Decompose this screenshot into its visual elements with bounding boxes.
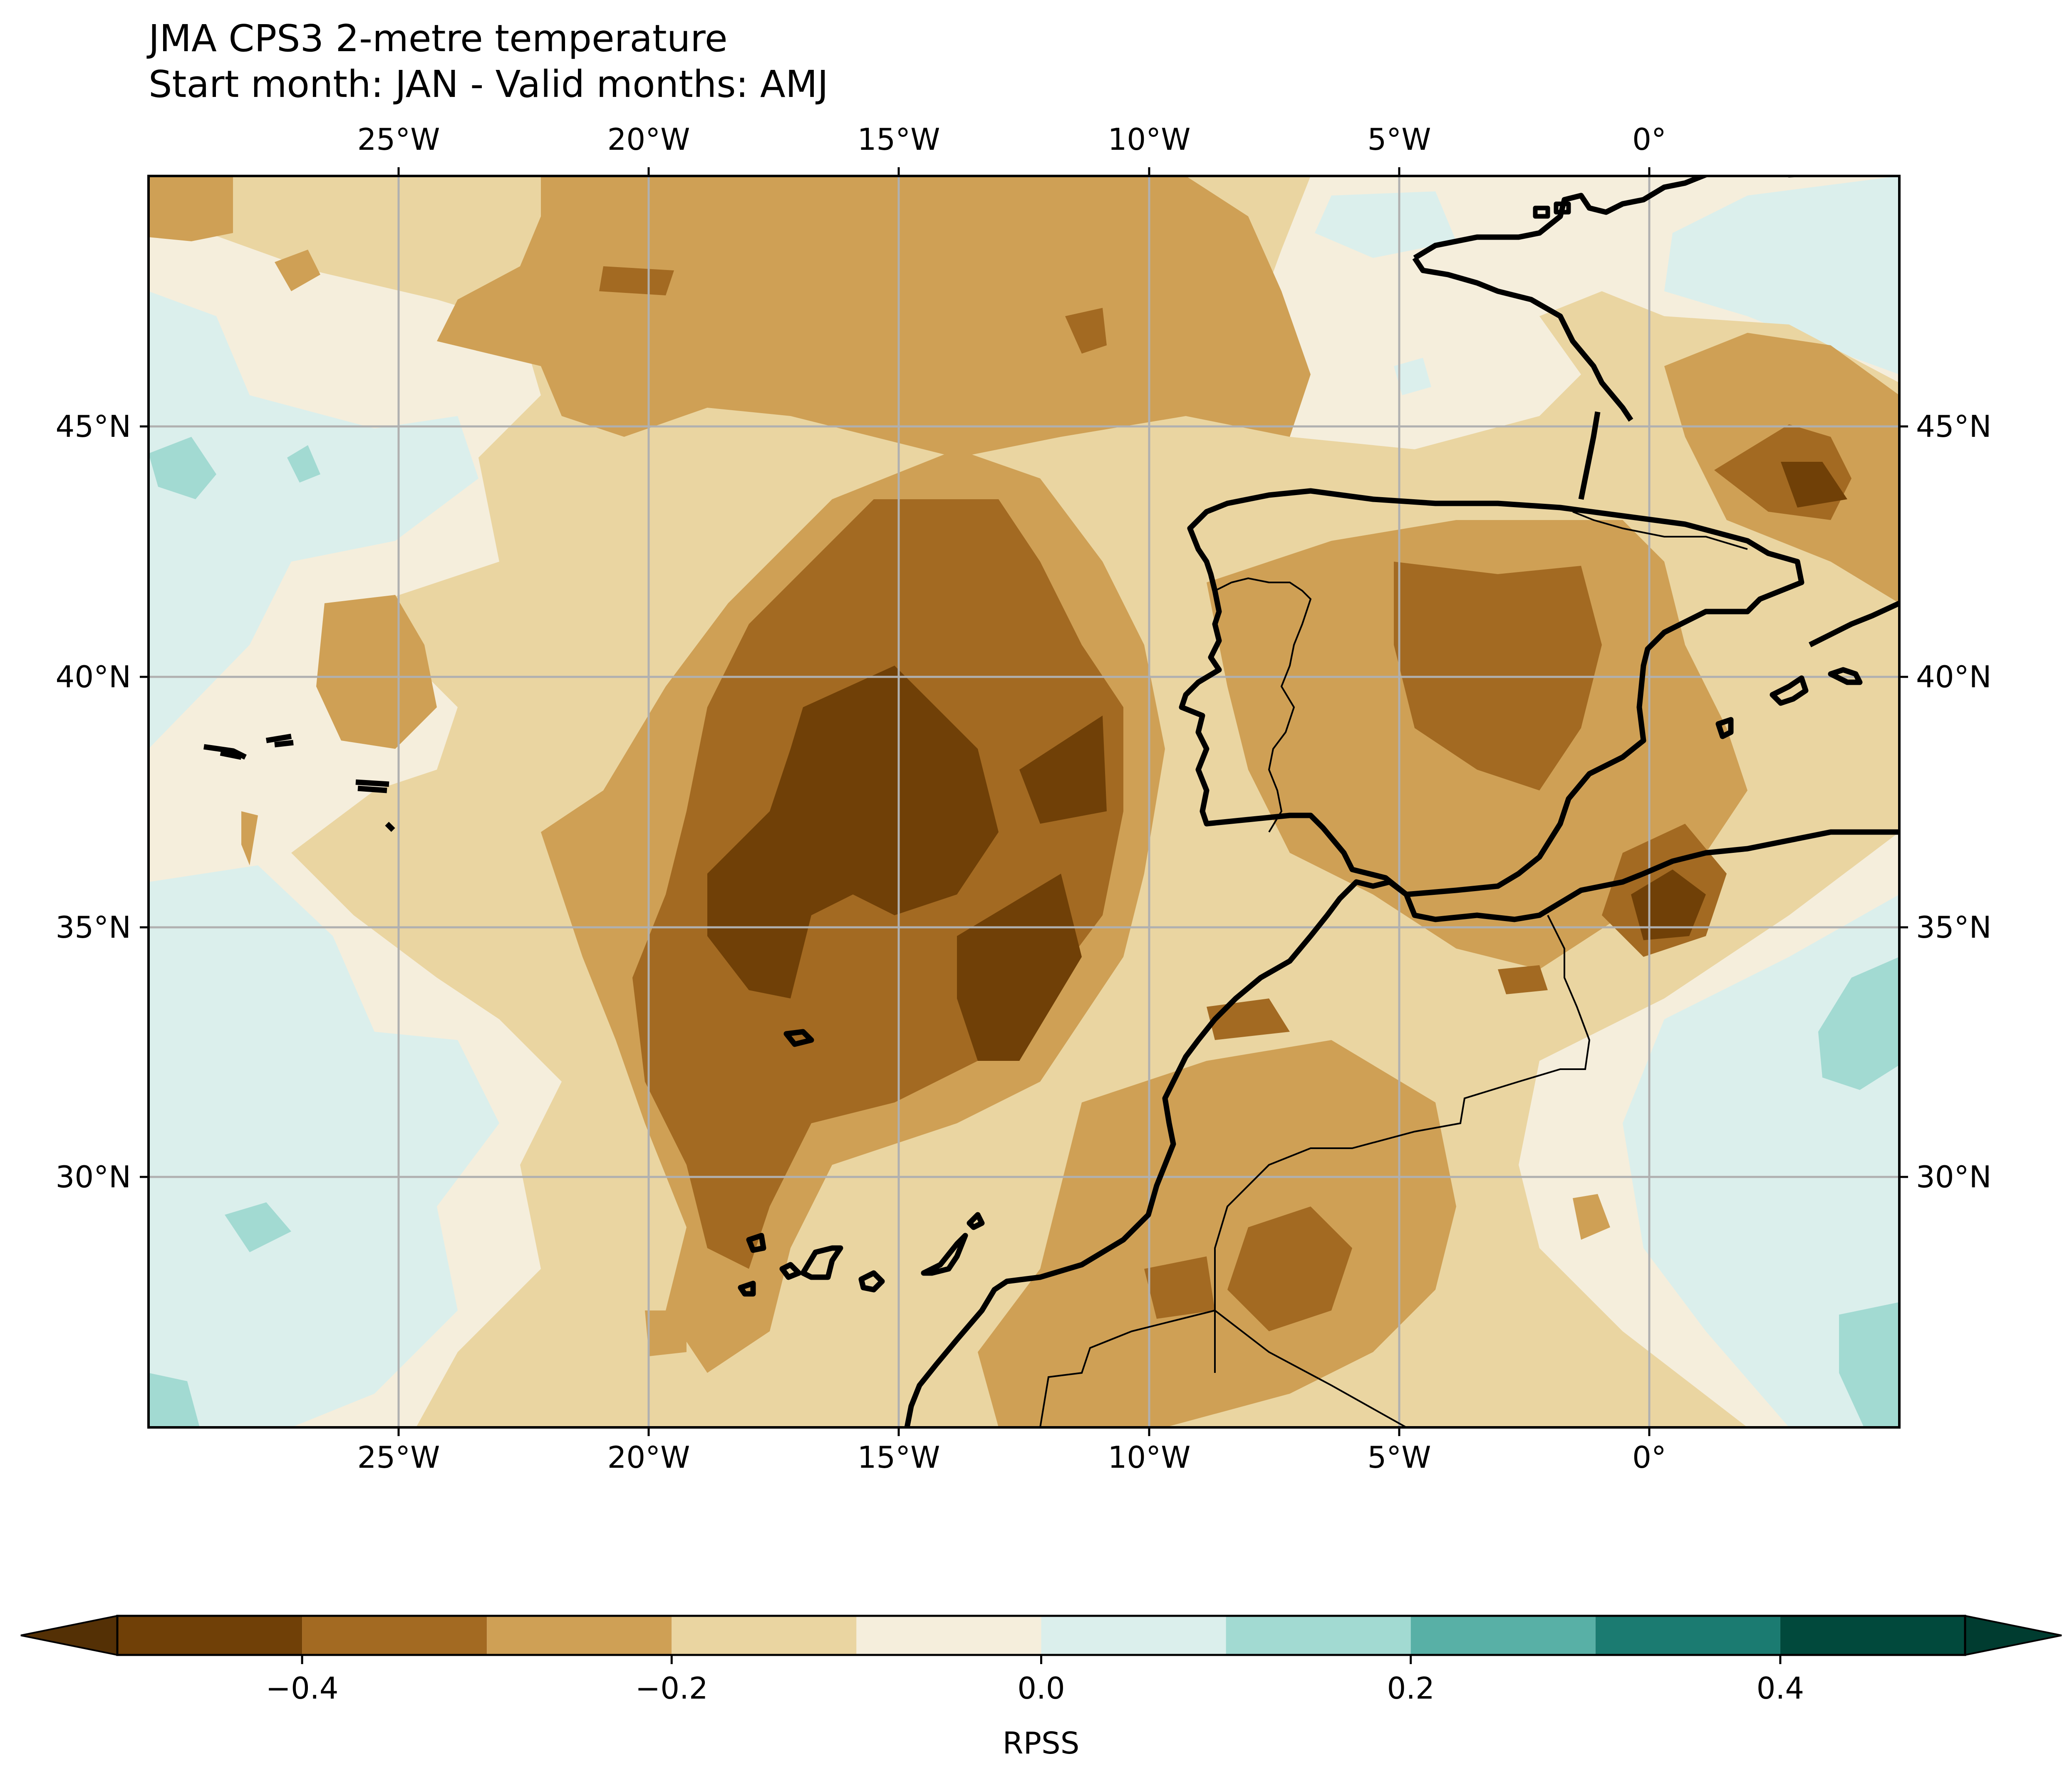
colorbar-cell xyxy=(1595,1616,1780,1655)
lat-label: 40°N xyxy=(56,659,131,694)
map-frame xyxy=(147,175,1901,1429)
colorbar-tick-label: 0.0 xyxy=(1017,1671,1065,1706)
lon-label: 10°W xyxy=(1108,122,1191,157)
lat-labels-left: 45°N 40°N 35°N 30°N xyxy=(56,409,131,1194)
lon-label: 20°W xyxy=(607,1440,690,1475)
colorbar-cell xyxy=(672,1616,857,1655)
lon-label: 0° xyxy=(1632,122,1666,157)
lat-label: 30°N xyxy=(56,1159,131,1194)
lat-label: 45°N xyxy=(1916,409,1991,444)
colorbar-extend-over xyxy=(1964,1615,2062,1656)
colorbar-tick-label: −0.4 xyxy=(266,1671,339,1706)
colorbar-cell xyxy=(1041,1616,1226,1655)
lon-labels-top: 25°W 20°W 15°W 10°W 5°W 0° xyxy=(357,122,1666,157)
lat-labels-right: 45°N 40°N 35°N 30°N xyxy=(1916,409,1991,1194)
colorbar-cell xyxy=(487,1616,672,1655)
colorbar-tick-label: 0.2 xyxy=(1387,1671,1435,1706)
lon-label: 25°W xyxy=(357,1440,440,1475)
lon-label: 20°W xyxy=(607,122,690,157)
lat-label: 35°N xyxy=(56,910,131,945)
lon-label: 5°W xyxy=(1368,122,1431,157)
map-title: JMA CPS3 2-metre temperature xyxy=(149,17,728,60)
colorbar-cell xyxy=(117,1616,302,1655)
colorbar-cell xyxy=(1780,1616,1965,1655)
lon-label: 15°W xyxy=(858,1440,940,1475)
rpss-level-0.1-to-0.2 xyxy=(149,437,1899,1427)
lat-label: 40°N xyxy=(1916,659,1991,694)
colorbar-tick-label: −0.2 xyxy=(635,1671,708,1706)
lat-label: 35°N xyxy=(1916,910,1991,945)
colorbar-label: RPSS xyxy=(1003,1726,1080,1761)
country-borders xyxy=(1039,511,1748,1427)
gridlines xyxy=(149,176,1899,1427)
colorbar-cell xyxy=(856,1616,1041,1655)
axis-ticks xyxy=(140,167,1908,1436)
colorbar-extend-under xyxy=(20,1615,118,1656)
colorbar: −0.4 −0.2 0.0 0.2 0.4 RPSS xyxy=(20,1615,2062,1761)
colorbar-tick-label: 0.4 xyxy=(1757,1671,1804,1706)
colorbar-cell xyxy=(302,1616,487,1655)
lat-label: 45°N xyxy=(56,409,131,444)
lon-labels-bottom: 25°W 20°W 15°W 10°W 5°W 0° xyxy=(357,1440,1666,1475)
colorbar-cell xyxy=(1410,1616,1596,1655)
lon-label: 15°W xyxy=(858,122,940,157)
colorbar-cell xyxy=(1226,1616,1411,1655)
lon-label: 25°W xyxy=(357,122,440,157)
lat-label: 30°N xyxy=(1916,1159,1991,1194)
map-subtitle: Start month: JAN - Valid months: AMJ xyxy=(149,62,828,106)
lon-label: 5°W xyxy=(1368,1440,1431,1475)
coastlines xyxy=(203,176,1899,1427)
lon-label: 10°W xyxy=(1108,1440,1191,1475)
lon-label: 0° xyxy=(1632,1440,1666,1475)
rpss-field xyxy=(149,176,1899,1427)
